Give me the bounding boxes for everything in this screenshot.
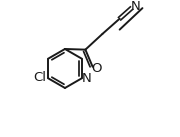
Text: N: N xyxy=(131,0,141,13)
Text: Cl: Cl xyxy=(33,72,46,85)
Text: N: N xyxy=(82,72,92,85)
Text: O: O xyxy=(91,62,102,75)
